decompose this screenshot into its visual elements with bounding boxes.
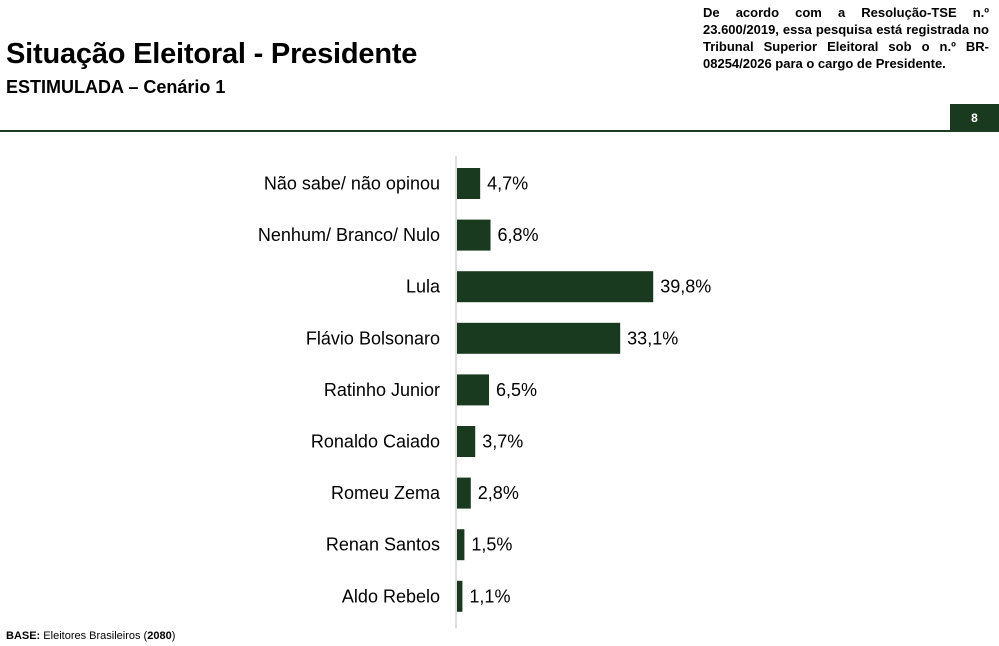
data-label: 33,1% bbox=[627, 328, 678, 348]
bar bbox=[457, 322, 621, 354]
bar-chart: Não sabe/ não opinou 4,7% Nenhum/ Branco/ … bbox=[258, 156, 711, 629]
header-divider bbox=[0, 130, 999, 132]
category-label: Ronaldo Caiado bbox=[311, 432, 440, 452]
category-label: Lula bbox=[406, 277, 441, 297]
category-label: Renan Santos bbox=[326, 535, 440, 555]
category-label: Flávio Bolsonaro bbox=[306, 328, 440, 348]
data-label: 39,8% bbox=[660, 277, 711, 297]
data-label: 1,5% bbox=[471, 535, 512, 555]
bar bbox=[457, 477, 471, 509]
page-title: Situação Eleitoral - Presidente bbox=[6, 38, 418, 70]
base-footnote: BASE: Eleitores Brasileiros (2080) bbox=[6, 630, 176, 642]
registration-note: De acordo com a Resolução-TSE n.º 23.600… bbox=[703, 5, 989, 71]
base-text: Eleitores Brasileiros bbox=[43, 630, 141, 642]
category-label: Nenhum/ Branco/ Nulo bbox=[258, 225, 440, 245]
page-number-badge: 8 bbox=[950, 104, 999, 131]
category-label: Ratinho Junior bbox=[324, 380, 440, 400]
bar bbox=[457, 374, 490, 406]
bar bbox=[457, 271, 654, 303]
data-label: 6,8% bbox=[498, 225, 539, 245]
data-label: 3,7% bbox=[482, 432, 523, 452]
data-label: 1,1% bbox=[469, 586, 510, 606]
category-label: Não sabe/ não opinou bbox=[264, 174, 440, 194]
page-subtitle: ESTIMULADA – Cenário 1 bbox=[6, 77, 226, 97]
bar bbox=[457, 426, 476, 457]
base-count: 2080 bbox=[147, 630, 172, 642]
bar bbox=[457, 168, 481, 199]
data-label: 2,8% bbox=[478, 483, 519, 503]
base-label: BASE: bbox=[6, 630, 41, 642]
data-label: 4,7% bbox=[487, 174, 528, 194]
category-label: Aldo Rebelo bbox=[342, 586, 440, 606]
data-label: 6,5% bbox=[496, 380, 537, 400]
bar bbox=[457, 529, 465, 561]
bar bbox=[457, 219, 491, 251]
bar bbox=[457, 580, 463, 612]
category-label: Romeu Zema bbox=[331, 483, 441, 503]
